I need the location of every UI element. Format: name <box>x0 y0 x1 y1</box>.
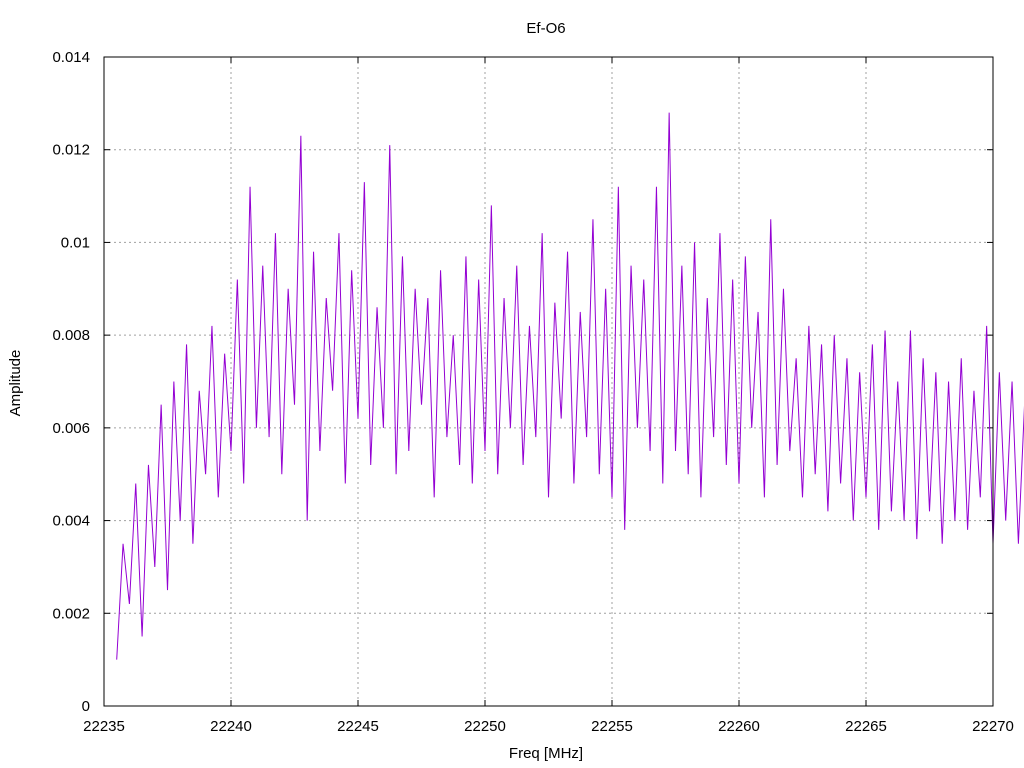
y-tick-label: 0.014 <box>52 49 90 66</box>
y-tick-label: 0.012 <box>52 142 90 159</box>
y-tick-label: 0.002 <box>52 605 90 622</box>
grid <box>104 57 993 706</box>
x-tick-label: 22265 <box>845 718 887 735</box>
y-tick-label: 0 <box>82 698 90 715</box>
y-tick-label: 0.008 <box>52 327 90 344</box>
y-tick-label: 0.006 <box>52 420 90 437</box>
x-tick-label: 22235 <box>83 718 125 735</box>
x-tick-label: 22245 <box>337 718 379 735</box>
y-tick-label: 0.01 <box>61 234 90 251</box>
amplitude-series-line <box>116 112 1024 660</box>
tick-labels: 22235 22240 22245 22250 22255 22260 22265 22270… <box>52 49 1013 735</box>
chart-title: Ef-O6 <box>526 20 565 37</box>
y-tick-label: 0.004 <box>52 513 90 530</box>
x-tick-label: 22250 <box>464 718 506 735</box>
plot-frame <box>103 56 994 707</box>
x-axis-label: Freq [MHz] <box>509 745 583 762</box>
x-tick-label: 22260 <box>718 718 760 735</box>
y-axis-label: Amplitude <box>7 350 24 417</box>
x-tick-label: 22255 <box>591 718 633 735</box>
x-tick-label: 22240 <box>210 718 252 735</box>
x-tick-label: 22270 <box>972 718 1014 735</box>
